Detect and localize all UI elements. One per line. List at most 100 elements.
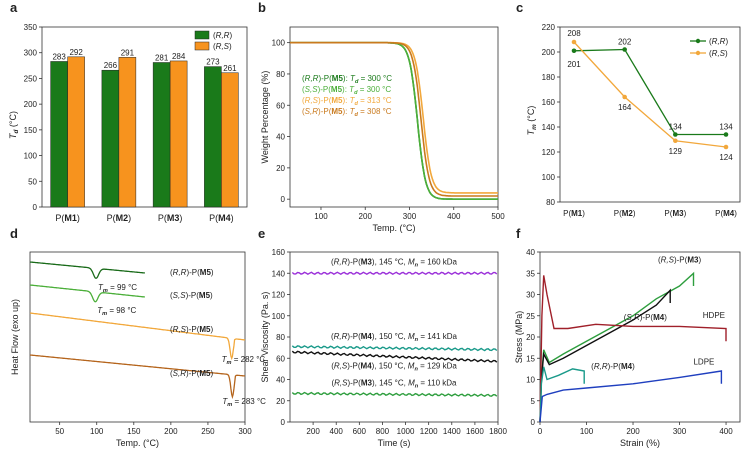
panel-a-ylabel: Td (°C) [8,111,20,139]
panel-d-xlabel: Temp. (°C) [116,438,159,448]
panel-d-xtick-label: 200 [164,427,178,436]
panel-f-ytick-label: 10 [526,376,535,385]
panel-c-series-line [573,41,727,148]
panel-e-series-label: (R,R)-P(M4), 150 °C, Mn = 141 kDa [331,332,458,343]
panel-d-series-label: (R,S)-P(M5) [170,325,213,334]
panel-a-bar-value: 273 [206,58,220,67]
panel-b-series-line [290,41,498,200]
panel-b-ytick-label: 100 [272,39,286,48]
panel-f-xlabel: Strain (%) [620,438,660,448]
panel-c-point-label: 201 [567,60,581,69]
panel-a-bar-value: 291 [121,48,135,57]
panel-f-frame [539,251,741,423]
panel-c-point [723,132,729,137]
panel-c-point [622,94,627,100]
panel-e-series-line [291,271,498,276]
panel-b-legend-label: (R,S)-P(M5): Td = 313 °C [302,96,392,107]
panel-c-point [622,47,627,52]
panel-f-xtick-label: 100 [580,427,594,436]
panel-a-bar-value: 284 [172,52,186,61]
panel-d-tm-label: Tm = 282 °C [222,355,266,366]
panel-b-series-line [290,41,498,197]
panel-d-tm-label: Tm = 283 °C [222,397,266,408]
panel-e-ytick-label: 20 [276,397,285,406]
panel-f-series-line [539,288,671,423]
panel-letter-a: a [10,0,18,15]
panel-f-ytick-label: 30 [526,291,535,300]
panel-c-point-label: 164 [618,103,632,112]
panel-f-series-line [539,366,585,423]
panel-letter-b: b [258,0,266,15]
panel-c-point-label: 134 [719,123,733,132]
panel-c-point-label: 208 [567,29,581,38]
panel-a-legend-label: (R,S) [213,42,232,51]
panel-c-point [723,144,729,150]
panel-a-ytick-label: 100 [24,152,38,161]
panel-c-ylabel: Tm (°C) [526,106,538,136]
panel-e-xtick-label: 1400 [443,427,461,436]
panel-e-xtick-label: 1600 [466,427,484,436]
panel-letter-e: e [258,226,265,241]
panel-c-legend-label: (R,R) [709,37,728,46]
panel-a-ytick-label: 50 [28,177,37,186]
panel-f-ytick-label: 20 [526,333,535,342]
panel-d-frame [29,251,246,423]
panel-c-ytick-label: 100 [542,173,556,182]
panel-c-legend-marker [695,50,701,56]
panel-a-bar-value: 266 [104,61,118,70]
panel-c-point [571,39,577,45]
panel-f-xtick-label: 200 [626,427,640,436]
panel-c-ytick-label: 180 [542,73,556,82]
panel-b-ytick-label: 0 [281,195,286,204]
panel-c-series-line [573,48,726,136]
panel-c-ytick-label: 160 [542,98,556,107]
panel-c-ytick-label: 80 [546,198,555,207]
panel-e-ytick-label: 60 [276,354,285,363]
panel-b-legend-label: (R,R)-P(M5): Td = 300 °C [302,74,392,85]
panel-e-ylabel: Shear Viscosity (Pa. s) [260,292,270,383]
panel-e-xlabel: Time (s) [378,438,411,448]
panel-e-series-line [291,345,498,352]
panel-d-xtick-label: 50 [55,427,64,436]
panel-c-point [571,48,577,54]
panel-letter-f: f [516,226,521,241]
panel-a-ytick-label: 200 [24,100,38,109]
panel-a-ytick-label: 300 [24,49,38,58]
panel-a-bar [67,56,85,208]
panel-b-ylabel: Weight Percentage (%) [260,71,270,164]
panel-a-bar [101,69,120,208]
panel-b-series-line [290,41,498,200]
panel-e-ytick-label: 0 [281,418,286,427]
panel-d-series-line [29,284,145,303]
panel-f-series-line [539,275,727,423]
panel-b-xtick-label: 300 [403,212,417,221]
panel-a-xtick-label: P(M1) [55,213,80,223]
panel-c-point-label: 134 [669,123,683,132]
panel-b-frame [289,26,499,208]
panel-f-ytick-label: 25 [526,312,535,321]
panel-c-ytick-label: 120 [542,148,556,157]
panel-a-xtick-label: P(M3) [158,213,183,223]
panel-c-point-label: 202 [618,38,632,47]
panel-b-xlabel: Temp. (°C) [372,223,415,233]
panel-a-xtick-label: P(M2) [107,213,132,223]
panel-d-ylabel: Heat Flow (exo up) [10,299,20,375]
panel-a-xtick-label: P(M4) [209,213,234,223]
panel-a-ytick-label: 350 [24,23,38,32]
panel-d-series-line [29,312,246,361]
panel-a-bar-value: 292 [69,48,83,57]
panel-a-legend-swatch [194,41,210,51]
panel-f-ytick-label: 35 [526,269,535,278]
panel-b-series-line [290,41,498,194]
panel-b-xtick-label: 400 [447,212,461,221]
panel-e-xtick-label: 1000 [397,427,415,436]
panel-e-ytick-label: 100 [272,312,286,321]
panel-c-ytick-label: 140 [542,123,556,132]
panel-e-ytick-label: 80 [276,333,285,342]
panel-d-xtick-label: 100 [90,427,104,436]
panel-e-xtick-label: 400 [330,427,344,436]
panel-c-point-label: 129 [669,147,683,156]
panel-d-series-label: (R,R)-P(M5) [170,268,214,277]
panel-e-ytick-label: 40 [276,376,285,385]
panel-e-ytick-label: 160 [272,248,286,257]
